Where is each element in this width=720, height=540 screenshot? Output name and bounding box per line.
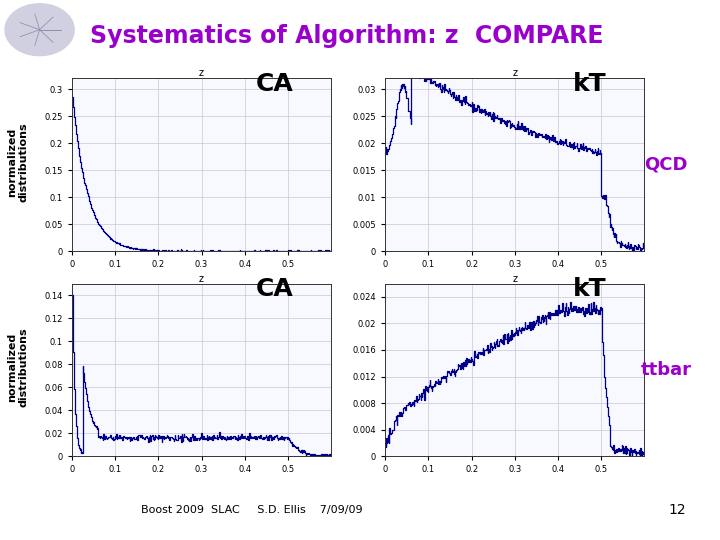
Text: normalized
distributions: normalized distributions	[7, 122, 29, 202]
Text: 12: 12	[668, 503, 685, 517]
Text: QCD: QCD	[644, 156, 688, 174]
Polygon shape	[5, 4, 74, 56]
Text: kT: kT	[572, 277, 606, 301]
Text: CA: CA	[256, 277, 293, 301]
Title: z: z	[199, 273, 204, 284]
Text: Systematics of Algorithm: z  COMPARE: Systematics of Algorithm: z COMPARE	[90, 24, 603, 48]
Text: CA: CA	[256, 72, 293, 96]
Title: z: z	[513, 273, 517, 284]
Text: Boost 2009  SLAC     S.D. Ellis    7/09/09: Boost 2009 SLAC S.D. Ellis 7/09/09	[141, 505, 363, 515]
Title: z: z	[199, 68, 204, 78]
Text: normalized
distributions: normalized distributions	[7, 327, 29, 407]
Text: ttbar: ttbar	[641, 361, 691, 379]
Text: kT: kT	[572, 72, 606, 96]
Title: z: z	[513, 68, 517, 78]
